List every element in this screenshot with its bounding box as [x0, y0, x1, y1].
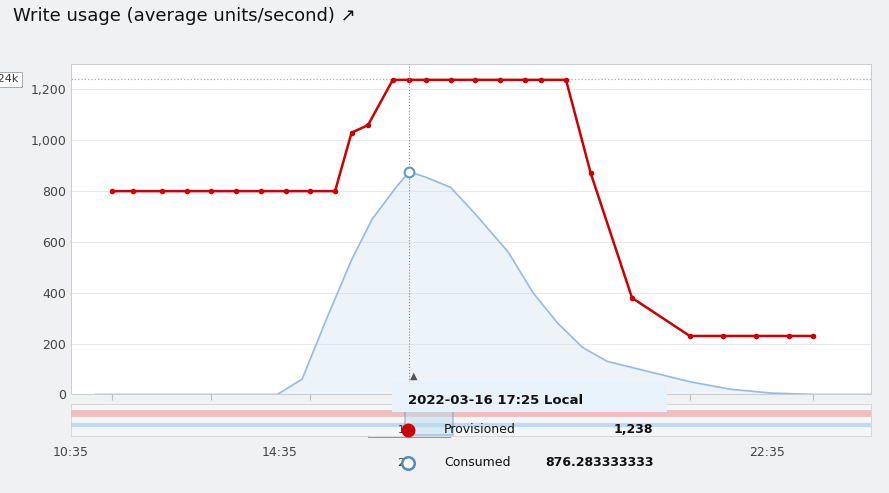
Text: 1.24k: 1.24k [0, 74, 19, 84]
Text: 16:45: 16:45 [94, 413, 131, 425]
Text: 17:00: 17:00 [193, 413, 229, 425]
FancyBboxPatch shape [405, 406, 453, 435]
Text: 2.: 2. [397, 458, 408, 468]
Text: 30: 30 [443, 413, 459, 425]
Text: 1,238: 1,238 [613, 423, 653, 436]
FancyBboxPatch shape [391, 382, 667, 412]
Text: 2022-03-16 17:25 Local: 2022-03-16 17:25 Local [408, 393, 583, 407]
Text: 876.283333333: 876.283333333 [545, 456, 653, 469]
Text: 17:15: 17:15 [292, 413, 328, 425]
Text: 14:35: 14:35 [261, 446, 297, 459]
Text: 1.: 1. [397, 425, 408, 435]
Text: 18:00: 18:00 [672, 413, 708, 425]
Text: 10:35: 10:35 [53, 446, 89, 459]
Text: ▲: ▲ [410, 371, 418, 381]
Text: Provisioned: Provisioned [444, 423, 516, 436]
Text: 22:35: 22:35 [749, 446, 785, 459]
Text: 17:45: 17:45 [548, 413, 584, 425]
Text: Consumed: Consumed [444, 456, 510, 469]
Text: 18:15: 18:15 [796, 413, 831, 425]
Text: 03-16 17:25: 03-16 17:25 [372, 421, 447, 434]
Text: Write usage (average units/second) ↗: Write usage (average units/second) ↗ [13, 7, 356, 26]
